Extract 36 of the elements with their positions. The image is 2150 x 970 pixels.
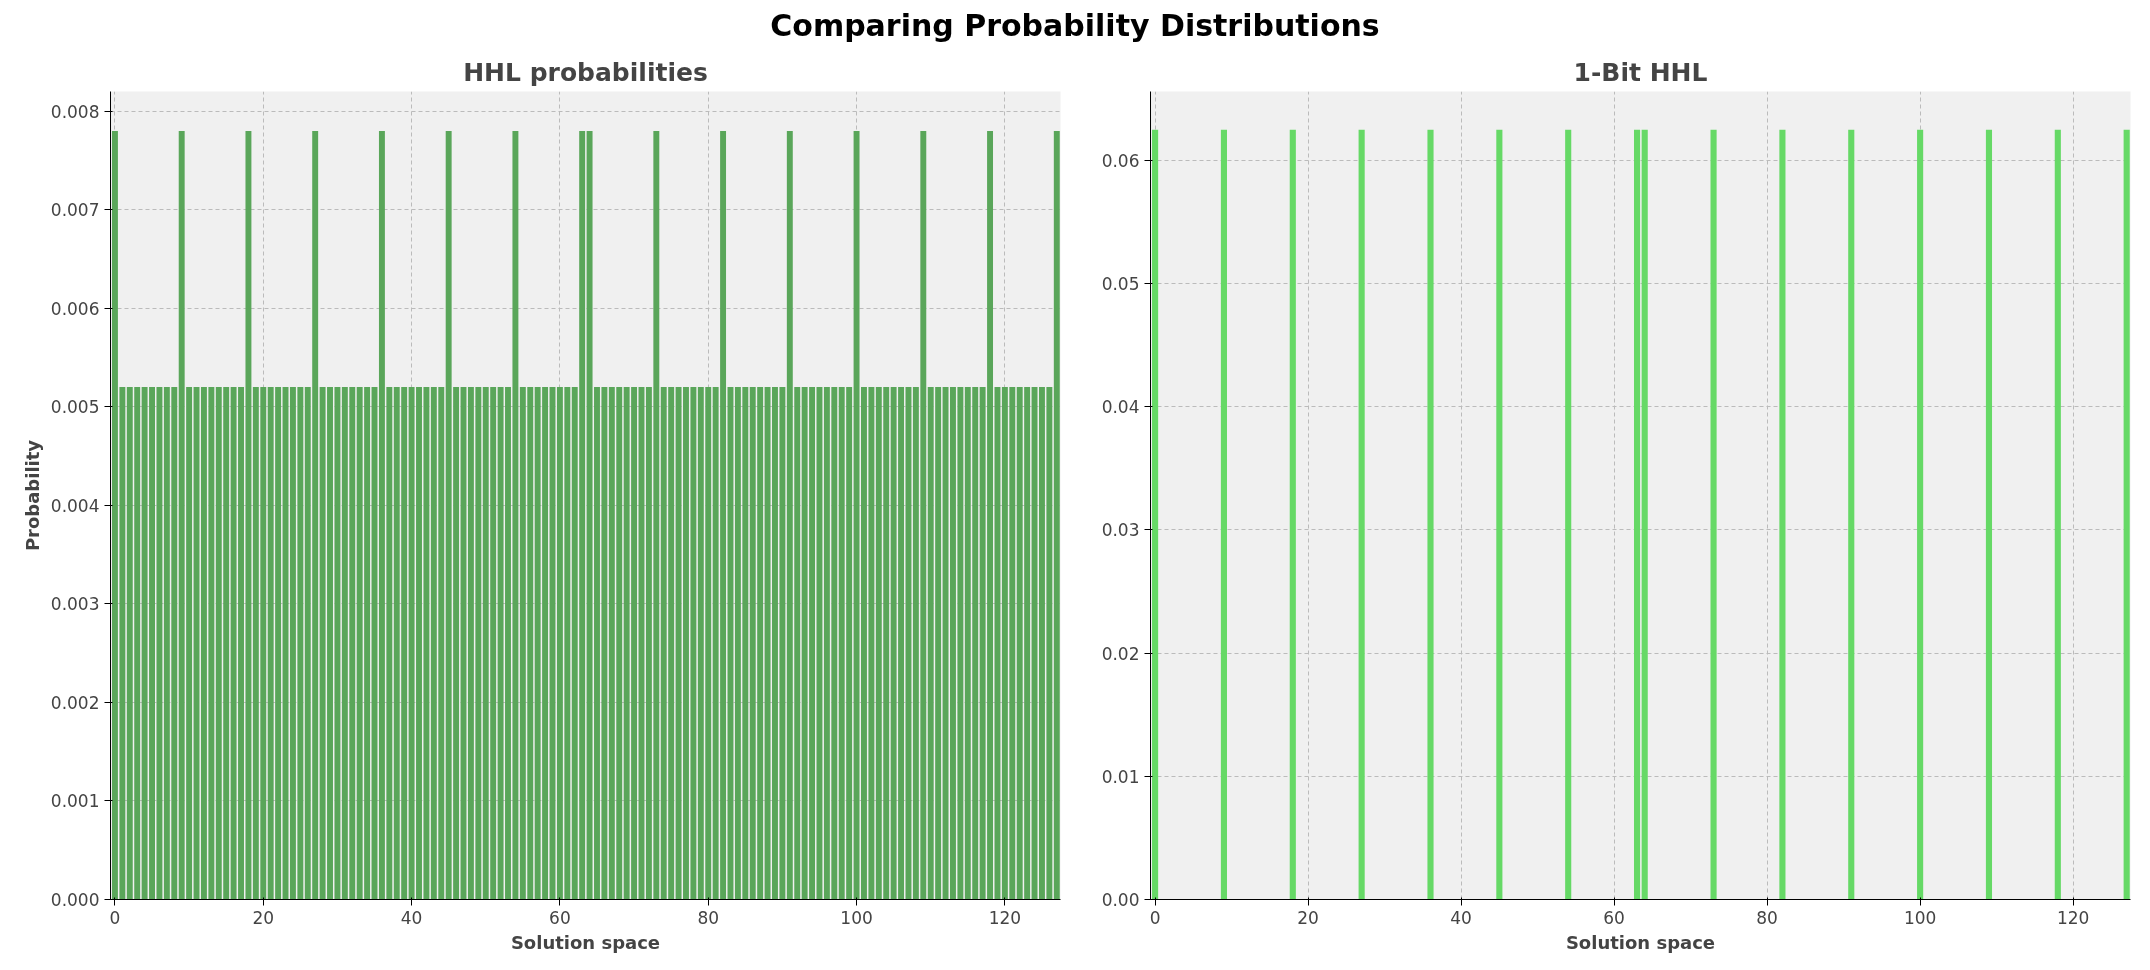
x-tick-label: 60 bbox=[1603, 907, 1625, 928]
x-axis-title: Solution space bbox=[510, 931, 661, 953]
x-tick-label: 120 bbox=[2056, 907, 2090, 928]
chart-title: HHL probabilities bbox=[463, 57, 708, 87]
x-tick-label: 0 bbox=[109, 907, 121, 928]
x-tick-label: 40 bbox=[1450, 907, 1472, 928]
x-tick-label: 100 bbox=[840, 907, 873, 928]
x-tick-label: 0 bbox=[1149, 907, 1161, 928]
x-axis-title: Solution space bbox=[1565, 931, 1716, 953]
y-tick-label: 0.03 bbox=[1101, 520, 1140, 541]
x-tick-label: 100 bbox=[1903, 907, 1937, 928]
y-tick-label: 0.003 bbox=[50, 594, 100, 615]
x-tick-label: 120 bbox=[988, 907, 1022, 928]
x-tick-label: 20 bbox=[1297, 907, 1319, 928]
text: Comparing Probability Distributions bbox=[769, 7, 1381, 45]
y-tick-label: 0.005 bbox=[50, 397, 100, 418]
y-tick-label: 0.008 bbox=[50, 101, 100, 122]
y-tick-label: 0.000 bbox=[50, 890, 100, 910]
y-tick-label: 0.004 bbox=[50, 495, 100, 516]
y-tick-label: 0.006 bbox=[50, 298, 100, 319]
y-tick-label: 0.02 bbox=[1101, 643, 1140, 664]
x-tick-label: 80 bbox=[697, 907, 720, 928]
y-tick-label: 0.001 bbox=[50, 791, 100, 812]
y-tick-label: 0.00 bbox=[1101, 890, 1140, 910]
y-tick-label: 0.007 bbox=[50, 200, 100, 221]
y-tick-label: 0.05 bbox=[1101, 274, 1140, 295]
y-tick-label: 0.06 bbox=[1101, 150, 1140, 171]
y-axis-title: Probability bbox=[21, 439, 43, 552]
x-tick-label: 40 bbox=[400, 907, 423, 928]
y-tick-label: 0.002 bbox=[50, 692, 100, 713]
y-tick-label: 0.04 bbox=[1101, 397, 1140, 418]
x-tick-label: 20 bbox=[252, 907, 275, 928]
y-tick-label: 0.01 bbox=[1101, 766, 1140, 787]
x-tick-label: 60 bbox=[549, 907, 571, 928]
x-tick-label: 80 bbox=[1756, 907, 1778, 928]
chart-title: 1-Bit HHL bbox=[1573, 57, 1708, 87]
